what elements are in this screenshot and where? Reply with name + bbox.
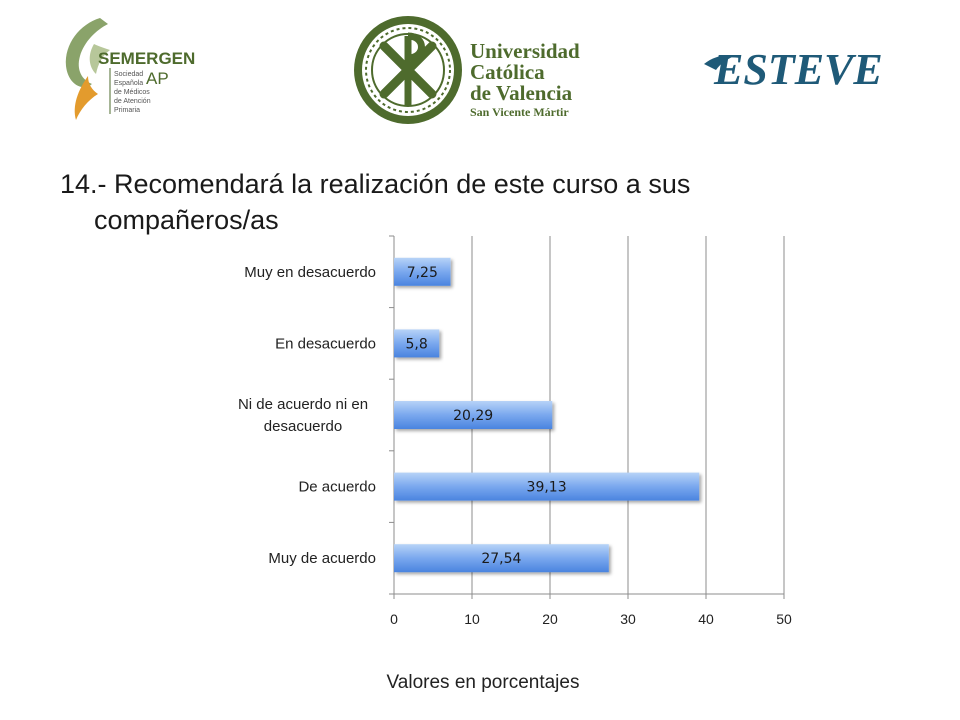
semergen-swirl-green [65,18,108,88]
semergen-ap: AP [146,69,169,88]
bar [394,544,609,573]
semergen-swirl-light [89,44,110,74]
page-title: 14.- Recomendará la realización de este … [60,166,820,238]
ucv-name-4: San Vicente Mártir [470,105,569,119]
semergen-name: SEMERGEN [98,49,195,68]
esteve-logo: ESTEVE [700,34,900,94]
semergen-line-3: de Médicos [114,89,150,96]
data-label: 27,54 [481,551,521,567]
data-label: 20,29 [453,408,493,424]
data-label: 39,13 [527,480,567,496]
category-label: Muy de acuerdo [268,550,376,567]
semergen-line-5: Primaria [114,107,140,114]
esteve-swoosh-icon [704,55,734,70]
semergen-logo: SEMERGEN AP Sociedad Española de Médicos… [58,14,218,124]
data-label: 5,8 [405,336,427,352]
x-tick-label: 0 [390,611,398,627]
x-tick-label: 20 [542,611,558,627]
semergen-line-4: de Atención [114,98,151,105]
ucv-name-2: Católica [470,60,545,84]
semergen-line-1: Sociedad [114,71,143,78]
ucv-logo: Universidad Católica de Valencia San Vic… [352,14,592,126]
footer-note: Valores en porcentajes [386,672,580,693]
category-label: De acuerdo [298,479,376,496]
esteve-name: ESTEVE [713,45,883,94]
category-label: En desacuerdo [275,335,376,352]
x-tick-label: 50 [776,611,792,627]
category-label: desacuerdo [264,418,342,435]
bar [394,329,440,358]
bar [394,472,700,501]
ucv-name-1: Universidad [470,39,580,63]
semergen-line-2: Española [114,80,143,87]
x-tick-label: 30 [620,611,636,627]
category-label: Ni de acuerdo ni en [238,396,368,413]
bar [394,257,451,286]
ucv-name-3: de Valencia [470,81,573,105]
x-tick-label: 10 [464,611,480,627]
category-label: Muy en desacuerdo [244,264,376,281]
semergen-swirl-orange [74,76,98,120]
x-tick-label: 40 [698,611,714,627]
title-line-2: compañeros/as [94,205,279,235]
title-line-1: 14.- Recomendará la realización de este … [60,169,691,199]
data-label: 7,25 [407,265,438,281]
bar [394,401,553,429]
